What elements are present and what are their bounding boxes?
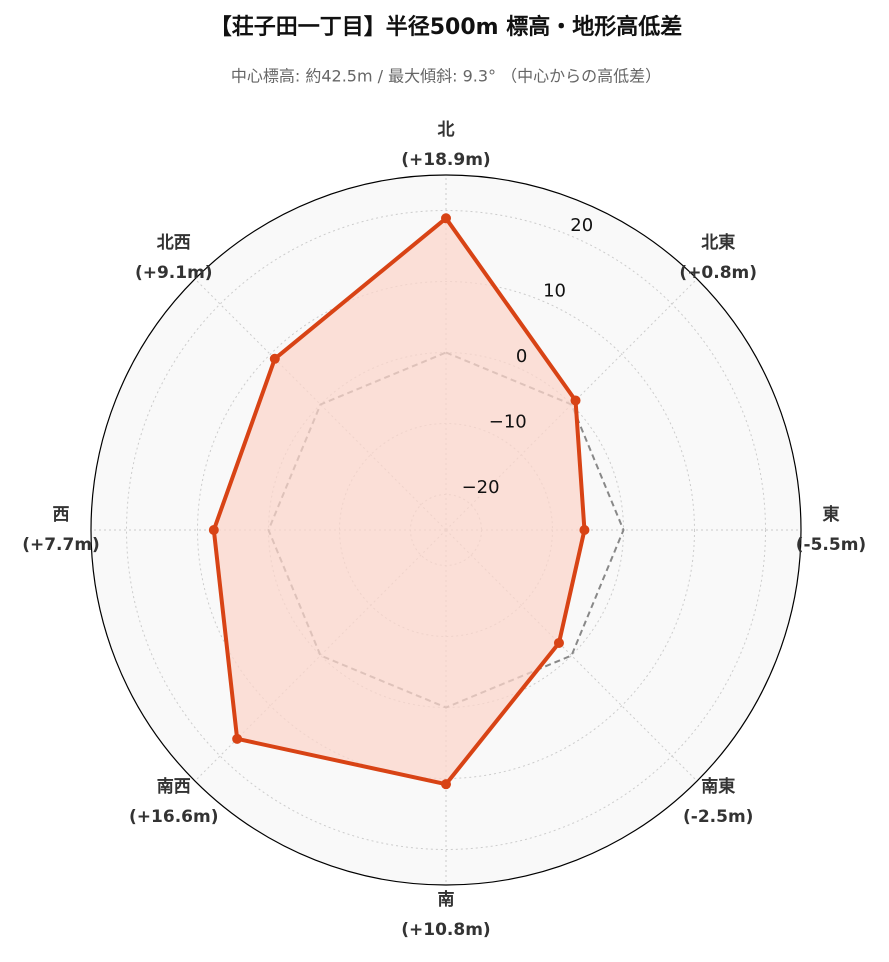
category-label: 西	[53, 505, 70, 525]
value-label: (-2.5m)	[683, 807, 753, 827]
value-label: (-5.5m)	[796, 535, 866, 555]
category-label: 北東	[701, 232, 735, 253]
data-point	[269, 353, 280, 364]
r-tick-label: −20	[462, 477, 500, 498]
grid-spoke	[194, 278, 447, 531]
value-label: (+18.9m)	[401, 150, 490, 170]
data-area	[213, 218, 585, 785]
category-label: 南西	[157, 776, 191, 797]
data-point	[208, 525, 219, 535]
data-point	[441, 779, 451, 790]
value-label: (+9.1m)	[135, 263, 213, 283]
value-label: (+16.6m)	[129, 807, 218, 827]
chart-title: 【荘子田一丁目】半径500m 標高・地形高低差	[210, 14, 683, 40]
category-label: 南	[438, 889, 455, 910]
data-point	[441, 213, 451, 224]
data-point	[570, 395, 581, 406]
category-label: 東	[823, 504, 840, 525]
r-tick-label: 20	[570, 215, 593, 236]
category-label: 南東	[701, 776, 735, 797]
value-label: (+7.7m)	[22, 535, 100, 555]
chart-subtitle: 中心標高: 約42.5m / 最大傾斜: 9.3° （中心からの高低差）	[231, 67, 661, 86]
category-label: 北西	[157, 233, 191, 253]
data-point	[553, 637, 564, 648]
plot-border	[90, 174, 802, 886]
value-label: (+0.8m)	[679, 263, 757, 283]
grid-spoke	[445, 278, 698, 531]
category-label: 北	[438, 120, 455, 140]
r-tick-label: 10	[543, 280, 566, 301]
data-point	[579, 525, 590, 535]
grid-circle	[126, 210, 766, 850]
grid-spoke	[445, 529, 698, 782]
r-tick-label: 0	[516, 346, 527, 367]
value-label: (+10.8m)	[401, 920, 490, 940]
r-tick-label: −10	[489, 412, 527, 433]
data-point	[232, 733, 243, 744]
